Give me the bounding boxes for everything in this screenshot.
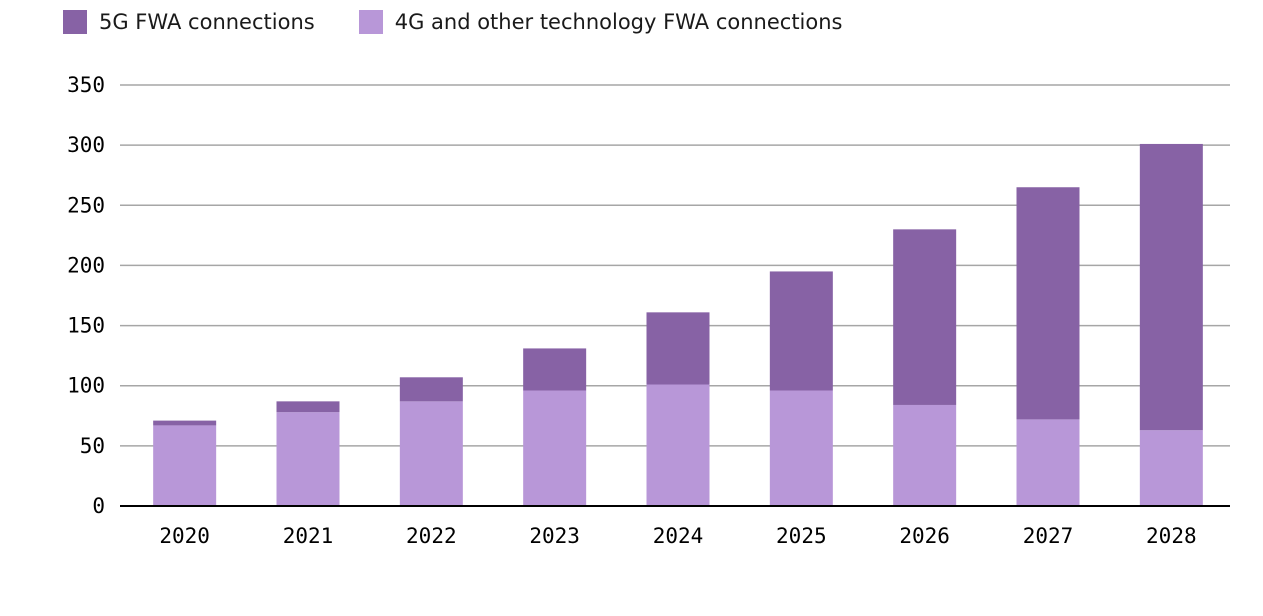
y-tick-label: 350 (67, 73, 105, 97)
legend-label-4g: 4G and other technology FWA connections (394, 10, 843, 34)
legend: 5G FWA connections 4G and other technolo… (63, 10, 842, 34)
bar-4g-2025 (769, 390, 833, 506)
bar-5g-2020 (153, 420, 217, 426)
x-tick-label: 2024 (653, 524, 704, 548)
x-tick-label: 2020 (159, 524, 210, 548)
x-tick-label: 2027 (1023, 524, 1074, 548)
bar-4g-2028 (1139, 430, 1203, 506)
bar-5g-2024 (646, 312, 710, 385)
x-tick-label: 2023 (529, 524, 580, 548)
legend-item-4g: 4G and other technology FWA connections (358, 10, 843, 34)
bar-5g-2021 (276, 401, 340, 413)
legend-swatch-5g (63, 10, 87, 34)
bar-5g-2028 (1139, 143, 1203, 431)
y-tick-label: 250 (67, 193, 105, 217)
x-tick-label: 2028 (1146, 524, 1197, 548)
legend-label-5g: 5G FWA connections (99, 10, 315, 34)
bar-4g-2021 (276, 412, 340, 506)
x-tick-label: 2026 (899, 524, 950, 548)
y-tick-label: 200 (67, 253, 105, 277)
bar-4g-2024 (646, 384, 710, 506)
bar-4g-2027 (1016, 419, 1080, 506)
bar-5g-2026 (893, 229, 957, 405)
bar-4g-2020 (153, 425, 217, 506)
x-tick-label: 2025 (776, 524, 827, 548)
y-tick-label: 150 (67, 314, 105, 338)
x-tick-label: 2021 (283, 524, 334, 548)
legend-swatch-4g (358, 10, 383, 34)
y-tick-label: 50 (80, 434, 105, 458)
bar-5g-2023 (523, 348, 587, 391)
legend-item-5g: 5G FWA connections (63, 10, 315, 34)
bar-5g-2025 (769, 271, 833, 391)
bar-4g-2022 (399, 401, 463, 506)
y-tick-label: 300 (67, 133, 105, 157)
y-tick-label: 100 (67, 374, 105, 398)
bar-5g-2027 (1016, 187, 1080, 420)
bar-5g-2022 (399, 377, 463, 402)
bar-4g-2023 (523, 390, 587, 506)
bar-4g-2026 (893, 404, 957, 506)
x-tick-label: 2022 (406, 524, 457, 548)
y-tick-label: 0 (92, 494, 105, 518)
